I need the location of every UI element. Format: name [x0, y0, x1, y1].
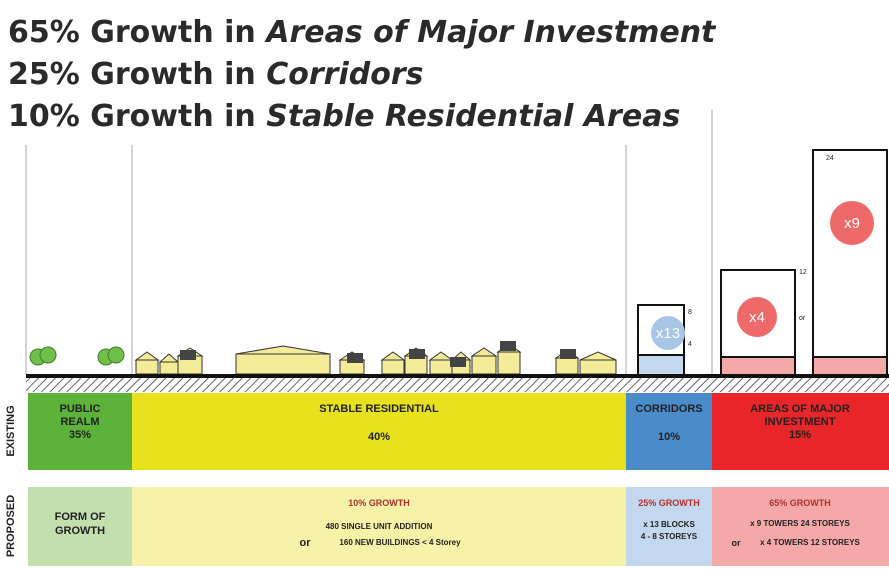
- row-label: EXISTING: [5, 405, 17, 456]
- infographic: 65% Growth in Areas of Major Investment …: [0, 0, 889, 569]
- house: [236, 346, 330, 354]
- house: [500, 341, 516, 351]
- growth-detail: 480 SINGLE UNIT ADDITION: [326, 522, 433, 531]
- ground-line: [26, 374, 889, 378]
- growth-detail: 4 - 8 STOREYS: [641, 532, 698, 541]
- house: [472, 348, 496, 356]
- headline-lead: 25% Growth in: [8, 57, 266, 92]
- headline: 10% Growth in Stable Residential Areas: [8, 99, 680, 134]
- headline-emphasis: Corridors: [266, 57, 423, 92]
- house: [498, 352, 520, 374]
- row-label: PROPOSED: [5, 495, 17, 557]
- cell-title: AREAS OF MAJOR: [750, 403, 850, 415]
- growth-detail: x 9 TOWERS 24 STOREYS: [750, 519, 850, 528]
- house: [580, 360, 616, 374]
- ground: [26, 378, 889, 392]
- house: [382, 352, 404, 360]
- headline-emphasis: Stable Residential Areas: [266, 99, 680, 134]
- cell-title: PUBLIC: [60, 403, 101, 415]
- headline: 65% Growth in Areas of Major Investment: [8, 15, 717, 50]
- growth-title: 25% GROWTH: [638, 498, 700, 508]
- or-label: or: [799, 315, 806, 322]
- house: [430, 352, 452, 360]
- house: [580, 352, 616, 360]
- cell-share: 35%: [69, 429, 91, 441]
- house: [236, 354, 330, 374]
- house: [136, 360, 158, 374]
- house: [382, 360, 404, 374]
- houses: [136, 341, 616, 374]
- cell-title: GROWTH: [55, 525, 105, 537]
- house: [450, 357, 466, 367]
- growth-title: 65% GROWTH: [769, 498, 831, 508]
- cell-title: CORRIDORS: [635, 403, 702, 415]
- cell-share: 40%: [368, 431, 390, 443]
- cell-title: INVESTMENT: [765, 416, 836, 428]
- house: [472, 356, 496, 374]
- house: [556, 358, 578, 374]
- house: [409, 349, 425, 359]
- growth-detail: x 13 BLOCKS: [643, 520, 695, 529]
- house: [136, 352, 158, 360]
- storey-label: 12: [799, 269, 807, 276]
- multiplier: x9: [844, 215, 860, 232]
- trees: [30, 347, 124, 365]
- tall-tower: [813, 150, 887, 375]
- house: [430, 360, 452, 374]
- headline: 25% Growth in Corridors: [8, 57, 423, 92]
- or-label: or: [300, 537, 312, 549]
- cell-title: REALM: [60, 416, 99, 428]
- house: [560, 349, 576, 359]
- cell-share: 10%: [658, 431, 680, 443]
- house: [160, 362, 178, 374]
- cell-share: 15%: [789, 429, 811, 441]
- storey-label: 24: [826, 155, 834, 162]
- growth-title: 10% GROWTH: [348, 498, 410, 508]
- headline-lead: 65% Growth in: [8, 15, 266, 50]
- growth-detail: 160 NEW BUILDINGS < 4 Storey: [339, 538, 461, 547]
- storey-label: 8: [688, 309, 692, 316]
- cell-title: STABLE RESIDENTIAL: [319, 403, 439, 415]
- house: [180, 350, 196, 360]
- multiplier: x13: [656, 325, 680, 342]
- growth-detail: x 4 TOWERS 12 STOREYS: [760, 538, 860, 547]
- house: [347, 353, 363, 363]
- or-label: or: [732, 538, 741, 548]
- storey-label: 4: [688, 341, 692, 348]
- cell-title: FORM OF: [55, 511, 106, 523]
- house: [160, 354, 178, 362]
- headline-lead: 10% Growth in: [8, 99, 266, 134]
- multiplier: x4: [749, 309, 765, 326]
- headline-emphasis: Areas of Major Investment: [264, 15, 717, 50]
- dividers: [26, 110, 712, 375]
